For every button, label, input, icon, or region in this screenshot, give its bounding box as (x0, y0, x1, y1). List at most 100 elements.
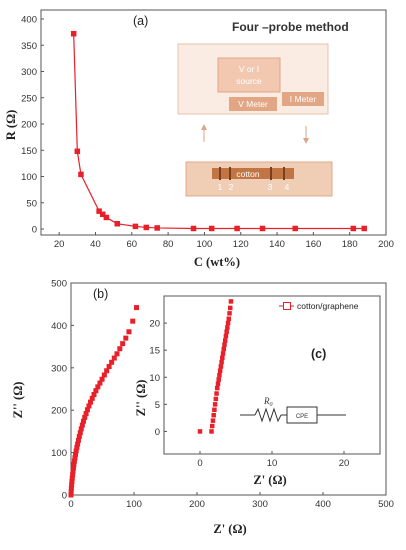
panel-a-data-point (74, 148, 81, 155)
panel-b-series (68, 305, 140, 498)
panel-b-y-axis-label: Z'' (Ω) (11, 382, 25, 419)
panel-c-data-point (216, 377, 221, 382)
panel-c-data-point (227, 305, 233, 311)
v-meter-label: V Meter (238, 99, 268, 109)
probe-4 (283, 167, 285, 180)
panel-a-x-tick-label: 160 (305, 239, 321, 250)
panel-c-y-tick-label: 20 (149, 319, 160, 330)
panel-c-data-point (211, 412, 216, 418)
panel-b-x-tick-label: 300 (252, 499, 268, 510)
panel-b-x-tick-label: 500 (378, 499, 394, 510)
panel-a-data-point (259, 225, 266, 232)
panel-c-data-point (197, 429, 203, 434)
panel-a-y-tick-label: 50 (26, 198, 37, 209)
panel-c-data-point (217, 372, 222, 378)
panel-c-x-tick-label: 20 (339, 458, 350, 469)
probe-2 (229, 167, 231, 180)
panel-c-data-point (223, 333, 229, 339)
panel-c-inset: 0 10 20 0 5 10 15 20 Z' (Ω) Z'' (Ω) cotton/grap… (134, 295, 381, 487)
panel-b-y-tick-label: 0 (62, 491, 67, 502)
panel-b-x-tick-label: 400 (315, 499, 331, 510)
panel-b-label: (b) (93, 287, 108, 301)
panel-c-data-point (220, 351, 226, 356)
panel-c-label: (c) (311, 347, 326, 361)
legend-text: cotton/graphene (297, 301, 359, 311)
resistor-label-main: R (263, 396, 270, 406)
panel-a-data-point (78, 171, 84, 178)
probe-1 (219, 167, 221, 180)
panel-c-data-point (212, 407, 217, 413)
equivalent-circuit: CPE R0 (240, 396, 346, 424)
panel-a-label: (a) (133, 14, 148, 28)
panel-b-data-point (130, 318, 136, 324)
panel-a-x-tick-label: 20 (54, 239, 65, 250)
panel-a-y-tick-label: 0 (32, 225, 37, 236)
cpe-label: CPE (296, 414, 308, 420)
panel-a-series (70, 30, 367, 232)
source-label-2: source (236, 76, 262, 86)
panel-a-data-point (361, 225, 367, 232)
panel-c-x-tick-label: 0 (197, 458, 202, 469)
panel-a: (a) 20 40 60 80 100 120 140 160 180 2000501001502… (4, 9, 394, 269)
resistor-icon (254, 407, 282, 423)
panel-c-data-point (217, 368, 223, 374)
panel-c-y-axis-label: Z'' (Ω) (134, 380, 148, 417)
source-label-1: V or I (239, 64, 259, 74)
panel-b-x-tick-label: 0 (68, 499, 73, 510)
panel-a-data-point (208, 225, 215, 232)
panel-a-y-tick-label: 350 (21, 41, 37, 52)
panel-a-x-tick-label: 140 (269, 239, 285, 250)
panel-a-y-axis-label: R (Ω) (4, 110, 18, 141)
panel-c-ticks: 0 10 20 0 5 10 15 20 (149, 319, 349, 469)
panel-c-data-point (212, 402, 218, 407)
panel-c-y-tick-label: 10 (149, 373, 160, 384)
panel-c-data-point (222, 338, 228, 343)
panel-a-data-point (103, 214, 110, 221)
panel-a-data-point (96, 208, 102, 214)
cotton-strip (212, 168, 294, 179)
panel-a-y-tick-label: 200 (21, 120, 37, 131)
panel-c-data-point (214, 391, 219, 396)
source-box (217, 57, 281, 93)
resistor-label: R0 (263, 396, 273, 408)
panel-b-data-point (109, 359, 115, 365)
panel-a-data-point (143, 224, 150, 231)
resistor-label-sub: 0 (270, 402, 273, 408)
panel-b-data-point (117, 346, 123, 352)
panel-b-x-axis-label: Z' (Ω) (213, 522, 246, 536)
panel-a-data-point (70, 30, 77, 37)
panel-a-x-tick-label: 40 (90, 239, 101, 250)
panel-a-data-point (292, 225, 298, 232)
panel-a-ticks: 20 40 60 80 100 120 140 160 180 200 0 50 100 150 200 25… (21, 15, 394, 251)
panel-c-data-point (209, 429, 214, 434)
panel-a-x-tick-label: 60 (127, 239, 138, 250)
panel-b-y-tick-label: 500 (51, 279, 67, 290)
panel-b-y-tick-label: 200 (51, 406, 67, 417)
left-arrow-head (201, 124, 207, 130)
panel-a-y-tick-label: 400 (21, 15, 37, 26)
panel-b-x-tick-label: 200 (189, 499, 205, 510)
panel-a-data-point (114, 221, 121, 227)
i-meter-box (282, 92, 324, 106)
panel-c-data-point (221, 346, 227, 352)
panel-c-data-point (222, 342, 227, 348)
panel-b-data-point (104, 368, 110, 374)
i-meter-label: I Meter (290, 94, 317, 104)
panel-c-data-point (218, 364, 224, 369)
probe-number-3: 3 (268, 182, 273, 192)
probe-3 (270, 167, 272, 180)
panel-a-data-point (154, 225, 160, 231)
cotton-label: cotton (236, 169, 259, 179)
panel-c-x-tick-label: 10 (267, 458, 278, 469)
panel-b-y-tick-label: 100 (51, 448, 67, 459)
panel-c-data-point (213, 396, 219, 402)
right-arrow-head (303, 138, 309, 144)
panel-a-x-tick-label: 200 (378, 239, 394, 250)
panel-c-data-point (220, 355, 225, 361)
legend-marker (283, 302, 291, 310)
probe-number-4: 4 (285, 182, 290, 192)
panel-b-y-tick-label: 300 (51, 363, 67, 374)
panel-c-frame (163, 295, 381, 455)
